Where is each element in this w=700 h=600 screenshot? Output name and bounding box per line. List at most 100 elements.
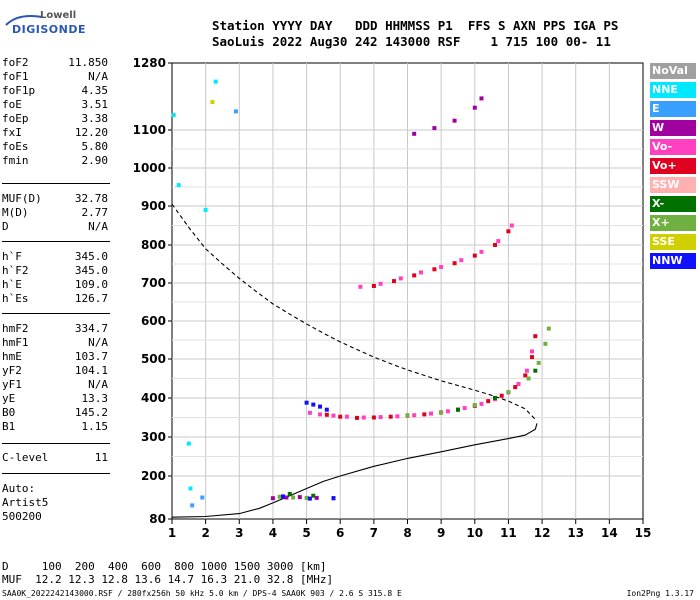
data-point-w (297, 495, 302, 500)
data-point-x- (526, 376, 531, 381)
legend-item-e: E (650, 101, 696, 117)
param-name: h`F (2, 250, 22, 263)
data-point-vo- (412, 413, 417, 418)
param-row-b0: B0 145.2 (2, 406, 108, 420)
legend-item-sse: SSE (650, 234, 696, 250)
data-point-w (270, 496, 275, 501)
data-point-vo- (378, 281, 383, 286)
param-value: N/A (88, 378, 108, 391)
data-point-x- (493, 396, 497, 400)
param-value: 126.7 (74, 292, 108, 305)
data-point-w (412, 131, 417, 136)
data-point-vo- (462, 406, 467, 411)
param-separator (2, 183, 110, 184)
data-point-x- (311, 493, 316, 498)
data-point-vo- (324, 412, 329, 417)
param-value: 12.20 (74, 126, 108, 139)
data-point-vo- (432, 267, 437, 272)
y-tick-label: 300 (141, 430, 166, 444)
data-point-x- (291, 495, 296, 500)
data-point-w (284, 495, 289, 500)
param-row-hmf1: hmF1 N/A (2, 336, 108, 350)
muf-frequency-row: MUF 12.2 12.3 12.8 13.6 14.7 16.3 21.0 3… (2, 573, 334, 586)
data-point-vo- (318, 412, 322, 417)
y-tick-label: 800 (141, 238, 166, 252)
data-point-vo- (419, 270, 423, 275)
param-value: 3.51 (81, 98, 109, 111)
param-row-fxi: fxI 12.20 (2, 126, 108, 140)
y-tick-label: 500 (141, 352, 166, 366)
legend-item-noval: NoVal (650, 63, 696, 79)
param-row-fof1: foF1 N/A (2, 70, 108, 84)
virtual-height-fit-curve (171, 203, 536, 420)
x-tick-label: 10 (466, 526, 483, 540)
param-row-h-es: h`Es 126.7 (2, 292, 108, 306)
data-point-x- (546, 326, 551, 331)
data-point-vo- (388, 414, 393, 419)
x-tick-label: 5 (302, 526, 310, 540)
data-point-nnw (331, 496, 336, 501)
y-tick-label: 1000 (133, 161, 166, 175)
data-point-x- (287, 491, 292, 496)
muf-distance-row: D 100 200 400 600 800 1000 1500 3000 [km… (2, 560, 327, 573)
data-point-w (452, 118, 457, 123)
data-point-vo- (344, 414, 349, 419)
param-row-b1: B1 1.15 (2, 420, 108, 434)
data-point-nnw (307, 496, 312, 501)
digisonde-logo: Lowell DIGISONDE (4, 10, 85, 44)
param-value: 4.35 (81, 84, 109, 97)
param-value: 32.78 (74, 192, 108, 205)
data-point-vo- (472, 253, 477, 258)
data-point-vo- (506, 229, 511, 234)
logo-text-lowell: Lowell (40, 10, 77, 21)
param-row-muf-d-: MUF(D) 32.78 (2, 192, 108, 206)
footer-version: Ion2Png 1.3.17 (626, 589, 694, 598)
y-tick-label: 1280 (133, 56, 166, 70)
legend-item-x-: X- (650, 196, 696, 212)
param-name: M(D) (2, 206, 29, 219)
param-row-h-f: h`F 345.0 (2, 250, 108, 264)
x-tick-label: 15 (635, 526, 652, 540)
param-name: C-level (2, 451, 49, 464)
param-value: 5.80 (81, 140, 109, 153)
data-point-sse (210, 100, 215, 105)
x-tick-label: 8 (403, 526, 411, 540)
data-point-nne (186, 441, 191, 446)
data-point-e (233, 109, 238, 114)
data-point-w (432, 126, 437, 131)
x-tick-label: 1 (168, 526, 176, 540)
data-point-w (314, 495, 319, 500)
param-value: 345.0 (74, 250, 108, 263)
data-point-x- (405, 413, 410, 418)
param-name: foEp (2, 112, 29, 125)
data-point-nnw (304, 400, 309, 405)
param-row-foep: foEp 3.38 (2, 112, 108, 126)
param-row-ye: yE 13.3 (2, 392, 108, 406)
data-point-vo- (378, 415, 383, 420)
legend-item-vo-: Vo- (650, 139, 696, 155)
data-point-vo- (412, 273, 417, 278)
data-point-vo- (338, 414, 343, 419)
logo-swoosh-icon (5, 15, 43, 26)
y-tick-label: 1100 (133, 123, 166, 137)
data-point-nne (203, 207, 208, 212)
data-point-nnw (311, 402, 316, 407)
x-tick-label: 9 (437, 526, 445, 540)
param-name: fxI (2, 126, 22, 139)
param-name: foE (2, 98, 22, 111)
param-row-h-f2: h`F2 345.0 (2, 264, 108, 278)
data-point-w (472, 105, 477, 110)
param-row-foes: foEs 5.80 (2, 140, 108, 154)
x-tick-label: 14 (601, 526, 618, 540)
param-row-fof1p: foF1p 4.35 (2, 84, 108, 98)
param-value: N/A (88, 220, 108, 233)
data-point-x- (472, 403, 477, 407)
data-point-nnw (318, 404, 322, 409)
data-point-vo- (429, 411, 433, 416)
param-name: foF2 (2, 56, 29, 69)
autoscaling-text: 500200 (2, 510, 42, 523)
param-value: 334.7 (74, 322, 108, 335)
param-name: h`Es (2, 292, 29, 305)
legend-item-nnw: NNW (650, 253, 696, 269)
param-value: 2.77 (81, 206, 109, 219)
